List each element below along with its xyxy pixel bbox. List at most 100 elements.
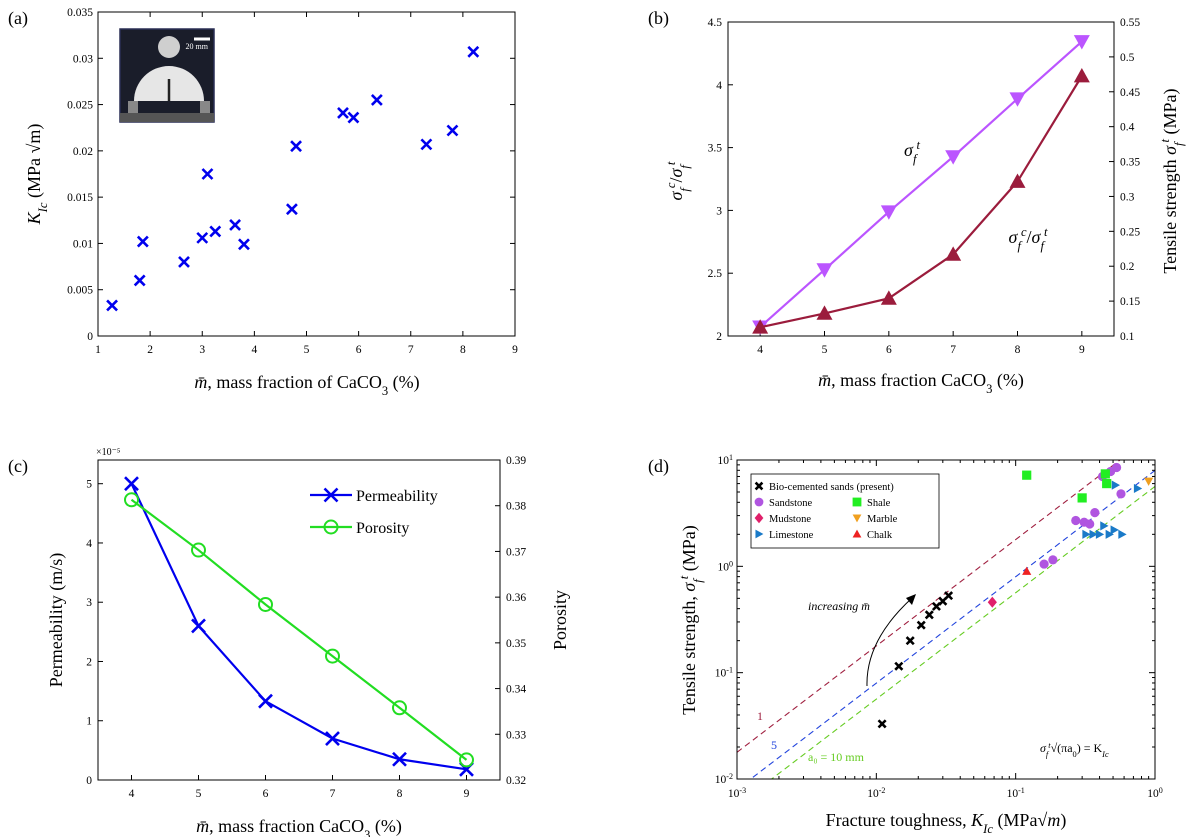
x-axis-label: Fracture toughness, KIc (MPa√m) [826, 810, 1067, 836]
x-tick-label: 5 [822, 344, 828, 356]
data-point [1095, 529, 1105, 539]
y-tick-label: 2 [86, 656, 92, 668]
y-tick-label: 0.035 [67, 7, 93, 19]
data-point [258, 596, 273, 612]
y-tick-label: 1 [86, 716, 92, 728]
data-point [1085, 519, 1095, 529]
y-tick-label: 0.02 [73, 146, 93, 158]
data-point [1077, 493, 1087, 503]
data-point [1009, 92, 1026, 107]
plot-frame [736, 459, 1156, 780]
legend-marker [852, 514, 862, 523]
data-point [1105, 529, 1114, 539]
x-tick-label: 9 [464, 788, 470, 800]
data-point [924, 610, 934, 620]
y-tick-label: 5 [86, 479, 92, 491]
y-tick-label-right: 0.55 [1120, 17, 1140, 29]
data-point [133, 274, 146, 287]
data-point [877, 719, 887, 729]
x-tick-label: 9 [1079, 344, 1085, 356]
chart-panel-a: 1 2 3 4 5 6 7 8 9 0 0.005 0.01 0.015 0.02 0.025 0.03 0.0… [24, 7, 518, 398]
x-tick-label: 4 [757, 344, 763, 356]
x-tick-label: 7 [408, 344, 414, 356]
x-tick-label: 8 [1015, 344, 1021, 356]
y-tick-label-right: 0.25 [1120, 226, 1140, 238]
data-point [816, 263, 833, 278]
y-tick-label: 0.01 [73, 238, 93, 250]
panel-label-a: (a) [8, 8, 28, 29]
data-point [258, 693, 273, 709]
y-tick-label: 0 [87, 331, 93, 343]
x-tick-label: 2 [147, 344, 153, 356]
data-point [945, 246, 962, 261]
data-point [446, 124, 459, 137]
y-tick-label: 0.005 [67, 285, 93, 297]
y-tick-label: 0.025 [67, 100, 93, 112]
data-point [420, 138, 433, 151]
legend-box [750, 473, 940, 549]
y-tick-label-right: 0.34 [506, 684, 526, 696]
y-tick-label-right: 0.45 [1120, 87, 1140, 99]
legend-label: Bio-cemented sands (present) [769, 482, 894, 493]
data-point [106, 299, 118, 312]
legend-marker [754, 481, 764, 491]
data-point [191, 542, 206, 558]
data-point [1089, 529, 1098, 539]
data-point [944, 591, 954, 601]
equation-label: σft√(πa0) = KIc [1040, 741, 1109, 759]
x-tick-label: 7 [950, 344, 956, 356]
y-tick-label-right: 0.2 [1120, 261, 1135, 273]
data-point [894, 661, 904, 671]
legend-marker [852, 497, 862, 507]
y-axis-label-right: Porosity [550, 590, 570, 650]
data-point [1073, 68, 1090, 83]
legend-label: Limestone [769, 530, 814, 541]
y-tick-label: 3.5 [708, 143, 723, 155]
annotation-text: increasing m̄ [808, 599, 870, 613]
data-point [1022, 470, 1032, 480]
data-point [987, 596, 997, 608]
x-tick-label: 1 [95, 344, 101, 356]
series-label-ratio: σfc/σft [1009, 225, 1048, 253]
annotation-arrow [866, 597, 913, 687]
data-point [905, 636, 915, 646]
inset-scale-label: 20 mm [186, 42, 209, 51]
x-tick-label: 4 [252, 344, 258, 356]
y-tick-label: 2 [716, 331, 722, 343]
x-tick-label: 10-2 [867, 786, 885, 801]
data-point [1090, 508, 1100, 518]
y-tick-label: 100 [717, 559, 733, 574]
legend-marker [323, 519, 339, 535]
y-tick-label: 10-2 [715, 772, 733, 787]
legend-label: Shale [867, 498, 891, 509]
data-point [1022, 566, 1032, 575]
inset-support [128, 101, 138, 115]
data-point [467, 45, 480, 58]
legend-label: Sandstone [769, 498, 813, 509]
data-point [945, 150, 962, 165]
data-point [209, 225, 222, 238]
x-tick-label: 8 [460, 344, 466, 356]
legend-label: Permeability [356, 488, 438, 505]
y-tick-label-right: 0.38 [506, 501, 526, 513]
legend-label: Chalk [867, 530, 893, 541]
data-point [1110, 525, 1119, 535]
legend-label: Marble [867, 514, 898, 525]
plot-frame [97, 459, 501, 781]
reference-line-label: 1 [757, 709, 763, 723]
data-point [916, 620, 926, 630]
legend-marker [852, 529, 862, 538]
annotation-arrowhead [906, 594, 916, 605]
data-point [752, 319, 769, 334]
data-point [325, 731, 340, 746]
y-tick-label-right: 0.32 [506, 775, 526, 787]
x-tick-label: 9 [512, 344, 518, 356]
legend-marker [755, 529, 764, 539]
data-point [1118, 529, 1127, 539]
data-point [124, 492, 139, 508]
data-point [392, 700, 407, 716]
y-tick-label-right: 0.5 [1120, 52, 1135, 64]
x-tick-label: 10-3 [728, 786, 746, 801]
series-label-tensile: σft [904, 138, 920, 166]
